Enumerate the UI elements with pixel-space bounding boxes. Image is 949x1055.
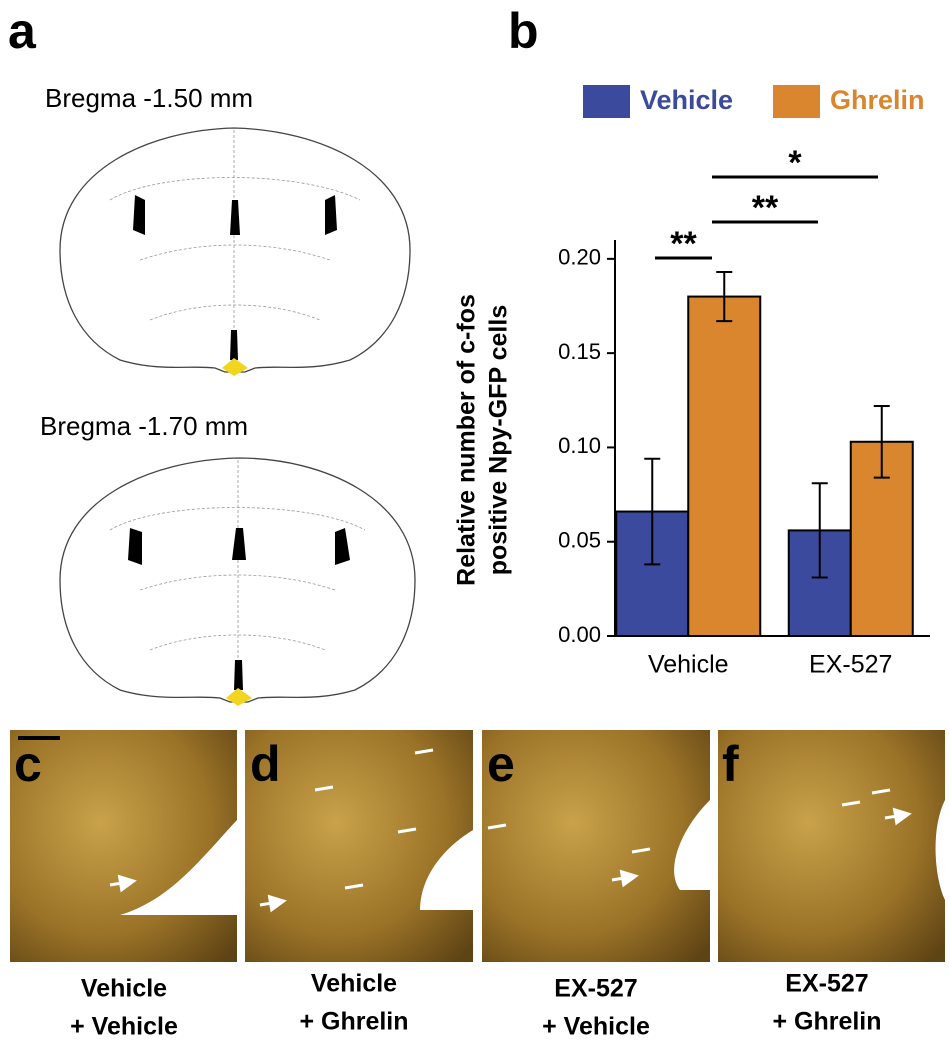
caption: + Vehicle (542, 1013, 650, 1041)
panel-label: d (250, 736, 281, 792)
panel-label: e (487, 736, 515, 792)
atlas-label: Bregma -1.50 mm (45, 83, 253, 113)
caption: + Ghrelin (299, 1008, 408, 1036)
legend-swatch (583, 85, 630, 118)
caption: + Vehicle (70, 1013, 178, 1041)
legend-label: Vehicle (640, 85, 733, 115)
brain-section (59, 127, 411, 376)
atlas-label: Bregma -1.70 mm (40, 411, 248, 441)
legend-swatch (773, 85, 820, 118)
error-bar (716, 271, 733, 323)
x-tick-label: Vehicle (648, 651, 729, 679)
x-tick-label: EX-527 (809, 651, 892, 679)
brain-section (59, 457, 416, 706)
caption: EX-527 (785, 970, 868, 998)
y-tick-label: 0.15 (558, 339, 601, 364)
y-tick-label: 0.00 (558, 622, 601, 647)
panel-label: c (14, 736, 42, 792)
micrograph (10, 730, 237, 962)
micrograph (482, 730, 710, 962)
error-bar (811, 482, 828, 579)
caption: + Ghrelin (772, 1008, 881, 1036)
significance-label: ** (752, 189, 779, 227)
y-tick-label: 0.10 (558, 433, 601, 458)
caption: EX-527 (554, 975, 637, 1003)
panel-label: a (8, 3, 37, 59)
micrographs: c d e f (10, 730, 945, 962)
error-bar (644, 457, 661, 566)
panel-label: b (508, 3, 539, 59)
panel-label: f (722, 736, 739, 792)
bar (687, 295, 762, 637)
micrograph (718, 730, 945, 962)
legend-label: Ghrelin (830, 85, 925, 115)
y-tick-label: 0.05 (558, 528, 601, 553)
caption: Vehicle (81, 975, 167, 1003)
caption: Vehicle (311, 970, 397, 998)
significance-label: * (788, 144, 802, 182)
y-tick-label: 0.20 (558, 245, 601, 270)
y-axis-label: Relative number of c-fos (453, 294, 481, 586)
significance-label: ** (670, 225, 697, 263)
micrograph (245, 730, 473, 962)
error-bar (873, 404, 890, 479)
y-axis-label: positive Npy-GFP cells (485, 305, 513, 575)
